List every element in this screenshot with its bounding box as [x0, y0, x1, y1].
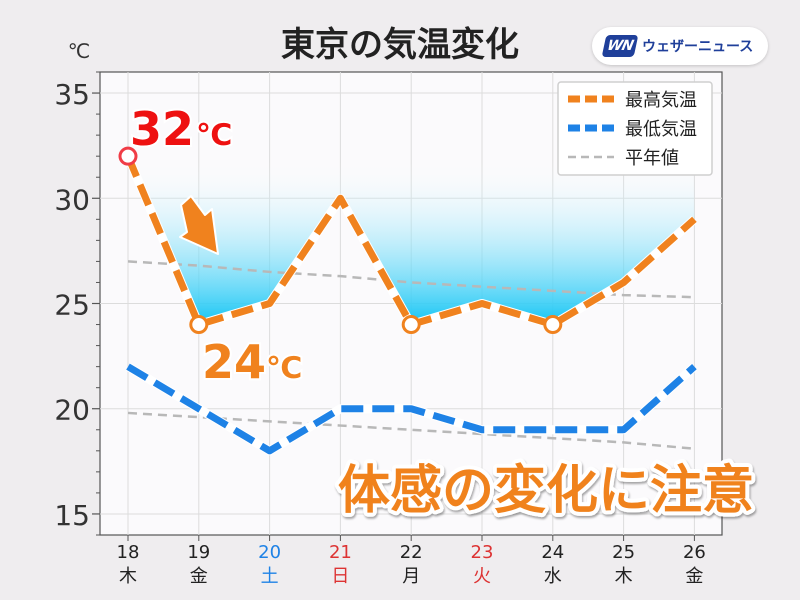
- x-weekday-label: 火: [473, 566, 491, 587]
- min-marker: [543, 315, 563, 335]
- max-marker: [118, 146, 138, 166]
- min-temp-label: 24: [202, 335, 266, 389]
- headline-text: 体感の変化に注意: [338, 461, 754, 521]
- max-temp-label: 32: [130, 102, 194, 156]
- min-marker: [189, 315, 209, 335]
- weathernews-logo: WN ウェザーニュース: [592, 27, 768, 65]
- x-tick-label: 22: [400, 542, 423, 563]
- series-line-low: [126, 363, 697, 455]
- x-weekday-label: 水: [544, 566, 562, 587]
- min-marker: [401, 315, 421, 335]
- x-tick-label: 24: [541, 542, 564, 563]
- x-weekday-label: 日: [331, 566, 349, 587]
- legend-high-label: 最高気温: [625, 90, 697, 111]
- x-weekday-label: 木: [615, 566, 633, 587]
- x-tick-label: 20: [258, 542, 281, 563]
- brand-name: ウェザーニュース: [642, 39, 754, 55]
- x-weekday-label: 金: [190, 566, 208, 587]
- x-weekday-label: 月: [402, 566, 420, 587]
- legend-normal-label: 平年値: [625, 148, 679, 169]
- y-tick-label: 20: [54, 394, 90, 427]
- max-temp-unit: ℃: [196, 118, 232, 153]
- x-weekday-label: 土: [261, 566, 279, 587]
- y-tick-label: 30: [54, 183, 90, 216]
- x-weekday-label: 木: [119, 566, 137, 587]
- x-tick-label: 26: [683, 542, 706, 563]
- x-tick-label: 18: [117, 542, 140, 563]
- x-tick-label: 19: [187, 542, 210, 563]
- drop-arrow: [179, 195, 219, 255]
- wn-logo-mark: WN: [601, 35, 639, 57]
- y-tick-label: 25: [54, 289, 90, 322]
- chart-title: 東京の気温変化: [281, 25, 519, 65]
- x-tick-label: 25: [612, 542, 635, 563]
- min-temp-unit: ℃: [266, 351, 302, 386]
- x-weekday-label: 金: [685, 566, 703, 587]
- y-tick-label: 15: [54, 499, 90, 532]
- y-axis-unit: ℃: [68, 39, 90, 63]
- x-tick-label: 23: [471, 542, 494, 563]
- x-tick-label: 21: [329, 542, 352, 563]
- legend-box: [557, 81, 713, 176]
- legend-low-label: 最低気温: [625, 119, 697, 140]
- y-tick-label: 35: [54, 78, 90, 111]
